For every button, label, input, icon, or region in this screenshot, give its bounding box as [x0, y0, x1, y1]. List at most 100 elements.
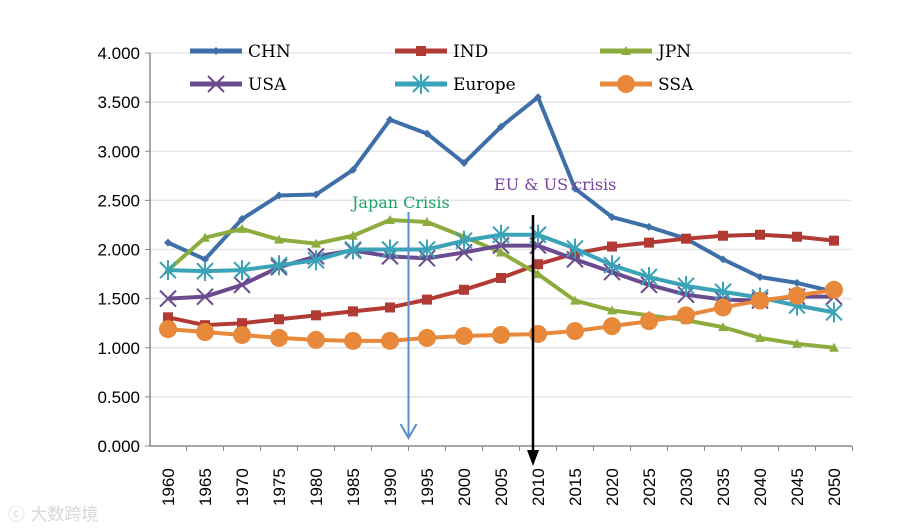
data-point-ind — [496, 272, 506, 283]
legend-label: Europe — [453, 75, 516, 95]
x-tick-label: 2050 — [825, 468, 844, 506]
x-tick-label: 2025 — [640, 468, 659, 506]
x-tick-label: 1985 — [344, 468, 363, 506]
data-point-chn — [571, 184, 579, 193]
x-tick-label: 1965 — [196, 468, 215, 506]
data-point-chn — [423, 129, 431, 138]
data-point-chn — [534, 93, 542, 102]
data-point-usa — [159, 289, 177, 308]
data-point-chn — [719, 255, 727, 264]
data-point-chn — [793, 278, 801, 287]
arrow-head-icon — [527, 450, 539, 466]
legend-label: SSA — [658, 75, 694, 95]
data-point-ssa — [270, 328, 288, 347]
data-point-ind — [533, 259, 543, 270]
data-point-ssa — [714, 298, 732, 317]
data-point-europe — [640, 267, 658, 288]
y-tick-label: 3.000 — [97, 142, 140, 161]
data-point-usa — [196, 287, 214, 306]
data-point-ind — [237, 318, 247, 329]
data-point-jpn — [496, 247, 506, 257]
x-tick-label: 1970 — [233, 468, 252, 506]
data-point-ind — [792, 231, 802, 242]
data-point-ind — [422, 294, 432, 305]
data-point-ind — [644, 237, 654, 248]
legend-label: IND — [453, 42, 488, 62]
data-point-chn — [756, 273, 764, 282]
data-point-jpn — [348, 230, 358, 240]
annotation-eu-us-crisis: EU & US crisis — [494, 175, 616, 194]
data-point-europe — [714, 281, 732, 302]
data-point-chn — [608, 213, 616, 222]
data-point-jpn — [274, 234, 284, 244]
data-point-ssa — [159, 320, 177, 339]
legend-marker — [621, 46, 631, 55]
data-point-ind — [274, 314, 284, 325]
data-point-europe — [492, 224, 510, 245]
data-point-europe — [196, 261, 214, 282]
y-tick-label: 3.500 — [97, 93, 140, 112]
x-tick-label: 1980 — [307, 468, 326, 506]
data-point-usa — [233, 276, 251, 294]
data-point-ssa — [751, 291, 769, 310]
legend-marker — [416, 46, 426, 56]
x-tick-label: 2035 — [714, 468, 733, 506]
x-tick-label: 2045 — [788, 468, 807, 506]
watermark: ⓒ 大数跨境 — [8, 505, 99, 525]
data-point-ssa — [603, 317, 621, 336]
x-tick-label: 2040 — [751, 468, 770, 506]
data-point-jpn — [200, 232, 210, 242]
x-tick-label: 2000 — [455, 468, 474, 506]
data-point-europe — [825, 302, 843, 323]
data-point-europe — [159, 260, 177, 281]
data-point-ssa — [344, 331, 362, 350]
data-point-europe — [418, 239, 436, 260]
data-point-chn — [386, 115, 394, 124]
data-point-ssa — [492, 325, 510, 344]
data-point-ssa — [529, 324, 547, 343]
x-tick-label: 1975 — [270, 468, 289, 506]
data-point-ind — [348, 306, 358, 317]
x-tick-label: 2005 — [492, 468, 511, 506]
y-tick-label: 0.500 — [97, 388, 140, 407]
y-tick-label: 0.000 — [97, 437, 140, 456]
y-tick-label: 1.000 — [97, 339, 140, 358]
data-point-jpn — [718, 322, 728, 332]
data-point-europe — [603, 255, 621, 276]
data-point-ind — [311, 310, 321, 321]
data-point-europe — [270, 255, 288, 276]
legend-marker — [212, 47, 220, 55]
data-point-jpn — [422, 216, 432, 226]
y-tick-label: 1.500 — [97, 290, 140, 309]
data-point-chn — [201, 255, 209, 264]
data-point-jpn — [385, 215, 395, 225]
data-point-europe — [677, 275, 695, 296]
legend-marker — [617, 75, 635, 93]
data-point-ssa — [788, 286, 806, 305]
data-point-chn — [497, 122, 505, 131]
data-point-chn — [164, 238, 172, 247]
data-point-chn — [238, 215, 246, 224]
data-point-chn — [275, 191, 283, 200]
data-point-jpn — [533, 269, 543, 279]
data-point-europe — [307, 250, 325, 271]
x-tick-label: 1990 — [381, 468, 400, 506]
data-point-chn — [645, 222, 653, 231]
data-point-jpn — [792, 338, 802, 348]
data-point-chn — [312, 190, 320, 199]
legend-marker — [412, 74, 430, 94]
data-point-ind — [755, 229, 765, 240]
y-tick-label: 2.000 — [97, 241, 140, 260]
data-point-ssa — [825, 280, 843, 299]
data-point-ssa — [307, 330, 325, 349]
y-tick-label: 2.500 — [97, 191, 140, 210]
legend-label: USA — [248, 75, 287, 95]
data-point-jpn — [237, 223, 247, 233]
x-tick-label: 1960 — [159, 468, 178, 506]
legend-marker — [207, 75, 225, 93]
data-point-ssa — [640, 312, 658, 331]
data-point-ind — [385, 302, 395, 313]
data-point-europe — [381, 239, 399, 260]
data-point-jpn — [829, 342, 839, 352]
